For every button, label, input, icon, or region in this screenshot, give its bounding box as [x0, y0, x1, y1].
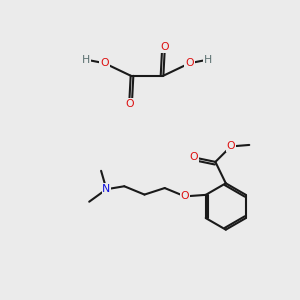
- Text: O: O: [190, 152, 198, 162]
- Text: O: O: [160, 43, 169, 52]
- Text: O: O: [226, 141, 235, 152]
- Text: O: O: [181, 191, 189, 201]
- Text: H: H: [204, 55, 212, 64]
- Text: H: H: [82, 55, 90, 64]
- Text: N: N: [102, 184, 111, 194]
- Text: O: O: [185, 58, 194, 68]
- Text: O: O: [125, 99, 134, 109]
- Text: O: O: [100, 58, 109, 68]
